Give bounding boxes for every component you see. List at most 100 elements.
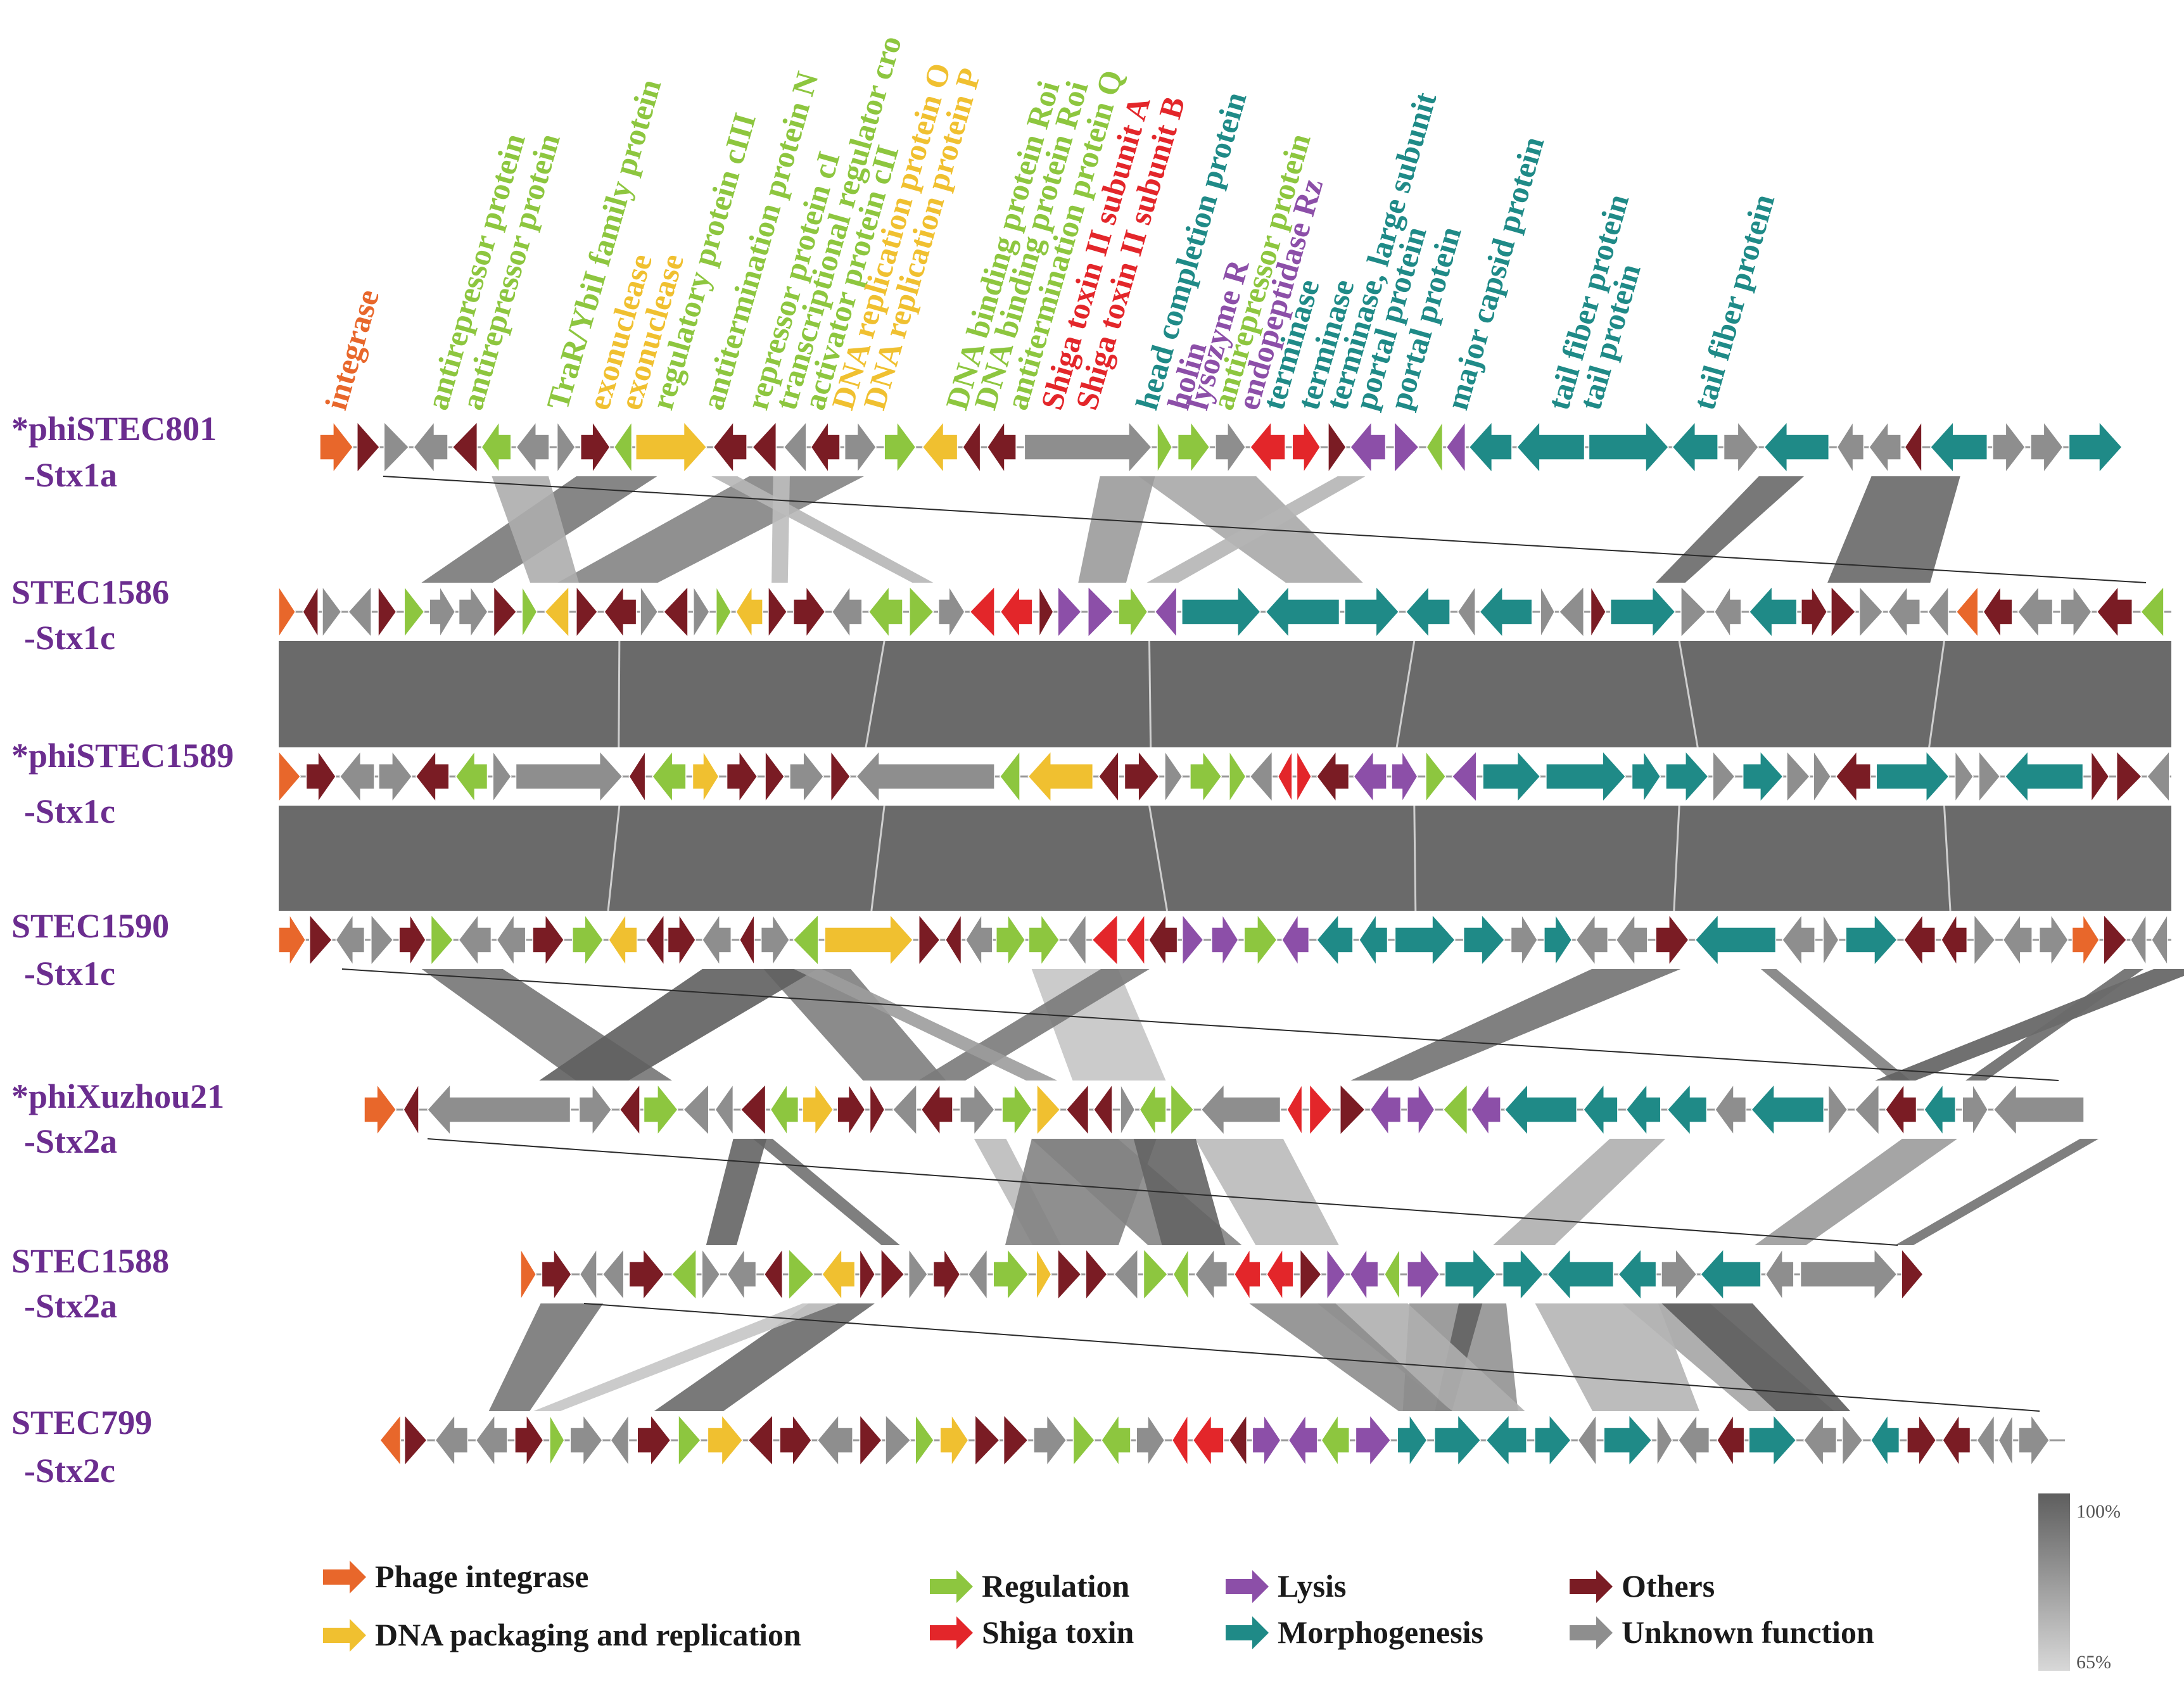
gene-arrow-regulation — [770, 1082, 799, 1137]
gene-arrow-packaging — [735, 585, 763, 639]
gene-arrow-others — [880, 1248, 905, 1301]
gene-arrow-packaging — [635, 421, 708, 474]
gene-arrow-unknown — [714, 1082, 734, 1137]
gene-arrow-others — [1835, 749, 1871, 804]
gene-arrow-morphogenesis — [1582, 1082, 1618, 1137]
gene-arrow-morphogenesis — [1479, 585, 1533, 638]
legend-swatch-icon — [323, 1619, 366, 1652]
gene-arrow-unknown — [578, 1082, 613, 1137]
gene-arrow-others — [576, 585, 599, 639]
gene-arrow-others — [1884, 1082, 1917, 1137]
strain-subtype: -Stx1c — [24, 792, 115, 830]
gene-arrow-others — [779, 1413, 813, 1467]
gene-arrow-others — [859, 1413, 883, 1467]
gene-arrow-unknown — [1978, 749, 2001, 804]
gene-arrow-integrase — [520, 1247, 537, 1302]
gene-arrow-morphogenesis — [1694, 913, 1777, 967]
homology-crossline — [1673, 805, 1680, 911]
gene-arrow-lysis — [1288, 1413, 1318, 1467]
gene-arrow-unknown — [435, 1413, 469, 1467]
gene-arrow-unknown — [348, 585, 372, 638]
genome-tracks — [278, 420, 2171, 1467]
homology-block — [711, 476, 934, 583]
gene-arrow-unknown — [967, 1247, 988, 1302]
gene-arrow-morphogenesis — [1181, 585, 1261, 638]
gene-arrow-others — [493, 585, 517, 638]
gene-arrow-others — [1299, 1247, 1322, 1302]
homology-crossline — [1148, 805, 1169, 911]
homology-block — [1827, 476, 1960, 583]
homology-crossline — [1928, 640, 1945, 748]
gene-arrow-lysis — [1181, 913, 1204, 967]
gene-arrow-packaging — [1027, 750, 1094, 803]
homology-crossline — [1678, 640, 1699, 748]
gene-arrow-unknown — [1712, 749, 1736, 804]
gene-arrow-lysis — [1211, 913, 1239, 967]
gene-arrow-regulation — [1072, 1413, 1096, 1467]
homology-block — [492, 476, 579, 583]
gene-arrow-unknown — [760, 913, 790, 967]
gene-arrow-unknown — [1249, 750, 1273, 803]
gene-arrow-unknown — [640, 585, 659, 639]
homology-crossline — [1413, 805, 1417, 911]
gene-arrow-regulation — [1442, 1083, 1468, 1136]
gene-arrow-regulation — [868, 585, 903, 639]
homology-block — [752, 1139, 900, 1245]
gene-arrow-integrase — [364, 1082, 397, 1137]
gene-arrow-others — [986, 420, 1017, 474]
identity-scale-min: 65% — [2076, 1652, 2111, 1673]
gene-arrow-unknown — [965, 913, 993, 967]
homology-band-4 — [341, 968, 2184, 1081]
gene-arrow-packaging — [692, 749, 720, 804]
gene-arrow-unknown — [892, 1083, 917, 1136]
homology-block — [1350, 969, 1681, 1081]
gene-arrow-shiga — [1309, 1083, 1333, 1136]
gene-arrow-morphogenesis — [1923, 1082, 1956, 1137]
gene-arrow-unknown — [339, 749, 375, 804]
gene-arrow-unknown — [1827, 1082, 1848, 1137]
gene-arrow-packaging — [707, 1413, 744, 1467]
gene-arrow-unknown — [831, 585, 863, 639]
gene-arrow-others — [962, 420, 981, 474]
gene-arrow-regulation — [915, 1413, 935, 1467]
gene-arrow-others — [1085, 1247, 1108, 1302]
gene-arrow-lysis — [1154, 585, 1178, 639]
gene-arrow-integrase — [1955, 585, 1979, 639]
gene-arrow-unknown — [322, 585, 342, 639]
identity-scale-bar — [2038, 1493, 2070, 1671]
gene-arrow-packaging — [922, 420, 958, 474]
gene-arrow-others — [837, 1082, 866, 1137]
gene-arrow-morphogenesis — [1700, 1248, 1762, 1301]
gene-arrow-others — [308, 913, 333, 967]
gene-arrow-unknown — [569, 1413, 603, 1467]
gene-arrow-morphogenesis — [1344, 585, 1400, 638]
gene-arrow-unknown — [1615, 913, 1648, 967]
gene-arrow-regulation — [1190, 749, 1222, 804]
gene-arrow-unknown — [1114, 1248, 1138, 1301]
gene-arrow-morphogenesis — [1929, 421, 1988, 474]
strain-subtype: -Stx1c — [24, 954, 115, 992]
gene-arrow-regulation — [1143, 1248, 1169, 1301]
gene-arrow-others — [713, 420, 747, 474]
gene-arrow-morphogenesis — [1468, 421, 1513, 474]
homology-crossline — [383, 476, 2147, 583]
legend-swatch-icon — [930, 1570, 973, 1603]
gene-arrow-others — [1717, 1413, 1745, 1467]
legend-item-packaging: DNA packaging and replication — [323, 1617, 801, 1652]
gene-arrow-unknown — [960, 1082, 996, 1137]
homology-band-5 — [427, 1138, 2099, 1246]
legend-swatch-icon — [930, 1616, 973, 1649]
gene-arrow-morphogenesis — [1672, 421, 1718, 474]
homology-block — [539, 969, 817, 1081]
gene-arrow-regulation — [671, 1248, 697, 1301]
gene-arrow-integrase — [278, 585, 296, 639]
gene-arrow-unknown — [1723, 420, 1760, 474]
gene-arrow-unknown — [1200, 1083, 1281, 1136]
gene-arrow-unknown — [610, 1413, 630, 1467]
gene-arrow-unknown — [1786, 750, 1811, 803]
gene-arrow-unknown — [1868, 420, 1901, 474]
gene-arrow-unknown — [515, 750, 623, 803]
gene-arrow-lysis — [1407, 1082, 1435, 1137]
legend-label: Lysis — [1278, 1568, 1346, 1604]
